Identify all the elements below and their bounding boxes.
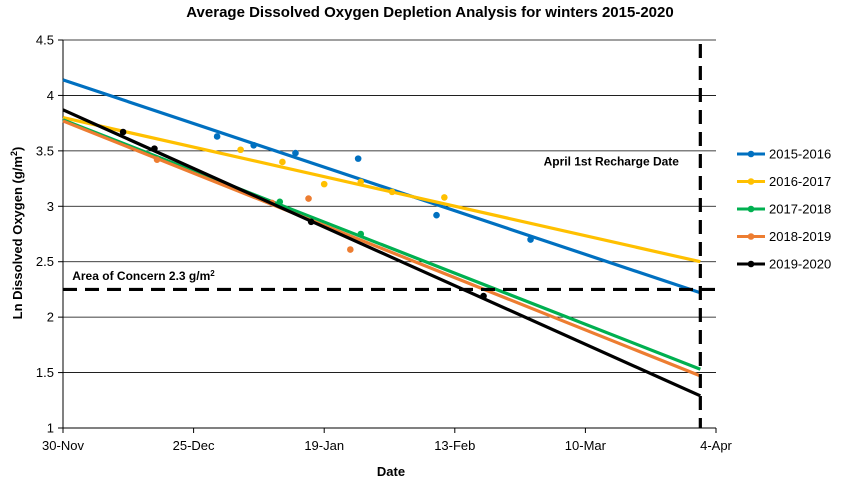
y-tick-label: 4.5 [36,33,54,48]
y-tick-label: 3.5 [36,143,54,158]
trendline-2019-2020 [62,108,701,398]
y-tick-label: 3 [47,199,54,214]
trendline-2018-2019 [62,119,701,378]
data-point [292,149,299,157]
y-tick-label: 2 [47,310,54,325]
legend-item-2017-2018: 2017-2018 [737,202,831,217]
recharge-date-annotation: April 1st Recharge Date [544,154,680,168]
x-tick-label: 25-Dec [173,438,215,453]
legend-label: 2017-2018 [769,202,831,217]
reference-lines [63,44,722,428]
data-point [305,195,312,202]
legend-item-2018-2019: 2018-2019 [737,229,831,244]
data-point [279,158,286,166]
chart-title: Average Dissolved Oxygen Depletion Analy… [186,4,673,21]
legend-label: 2015-2016 [769,147,831,162]
legend: 2015-2016 2016-2017 2017-2018 2018-2019 2019… [737,147,831,272]
x-tick-label: 30-Nov [42,438,84,453]
trendline-2015-2016 [62,78,701,295]
data-point [213,133,221,140]
legend-item-2019-2020: 2019-2020 [737,257,831,272]
x-tick-label: 19-Jan [304,438,344,453]
legend-item-2016-2017: 2016-2017 [737,174,831,189]
area-of-concern-annotation-main: Area of Concern 2.3 g/m [72,269,210,283]
area-of-concern-annotation-sup: 2 [210,269,215,278]
axes [62,40,716,429]
y-tick-label: 2.5 [36,254,54,269]
x-tick-label: 4-Apr [700,438,732,453]
data-point [433,211,440,219]
data-point [151,145,158,152]
legend-swatch-marker [747,233,755,240]
series-2017-2018 [62,118,701,371]
y-axis-label-end: ) [10,147,25,151]
data-point [441,194,448,201]
y-tick-label: 1 [47,421,54,436]
area-of-concern-annotation: Area of Concern 2.3 g/m2 [72,269,215,284]
trendline-2017-2018 [62,118,701,371]
y-axis-label-main: Ln Dissolved Oxygen (g/m [10,156,25,319]
legend-swatch-marker [747,150,755,158]
data-point [357,230,365,238]
trendline-2016-2017 [62,116,701,264]
data-point [307,218,315,226]
data-point [250,142,257,149]
series-2015-2016 [62,78,701,295]
data-point [357,178,365,186]
data-point [320,180,328,188]
annotations: April 1st Recharge Date Area of Concern 2… [72,154,679,283]
legend-swatch-marker [747,205,755,213]
data-point [388,188,396,196]
data-point [119,128,127,136]
x-axis-ticks: 30-Nov 25-Dec 19-Jan 13-Feb 10-Mar 4-Apr [42,428,733,453]
y-axis-label-sup: 2 [9,151,19,156]
y-axis-ticks: 1 1.5 2 2.5 3 3.5 4 4.5 [36,33,63,436]
x-tick-label: 13-Feb [434,438,475,453]
gridlines [63,39,716,373]
legend-label: 2016-2017 [769,174,831,189]
series-2019-2020 [62,108,701,398]
y-axis-label: Ln Dissolved Oxygen (g/m2) [9,147,25,320]
x-tick-label: 10-Mar [565,438,607,453]
data-point [237,146,244,154]
series-2016-2017 [62,116,701,264]
data-point [153,156,161,164]
legend-label: 2018-2019 [769,229,831,244]
y-tick-label: 4 [47,88,54,103]
series-layer [62,78,701,398]
x-axis-label: Date [377,464,405,479]
y-tick-label: 1.5 [36,365,54,380]
data-point [527,236,534,243]
data-point [354,155,362,162]
legend-label: 2019-2020 [769,257,831,272]
legend-item-2015-2016: 2015-2016 [737,147,831,162]
legend-swatch-marker [747,178,755,185]
data-point [347,246,354,253]
data-point [480,292,487,300]
legend-swatch-marker [747,260,755,268]
data-point [276,198,284,206]
